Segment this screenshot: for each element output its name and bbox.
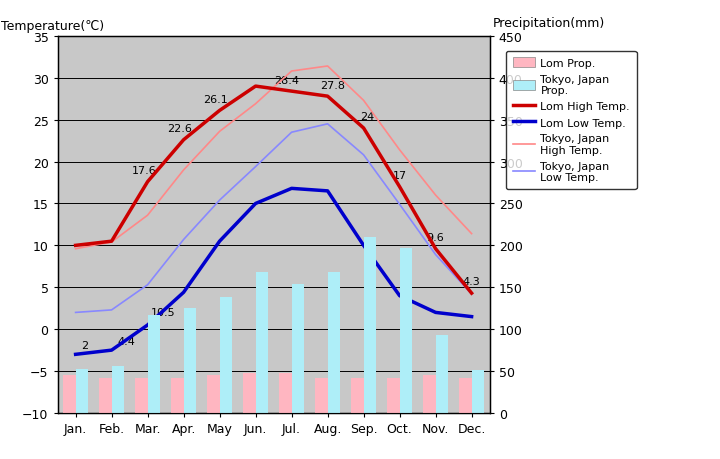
Bar bbox=[351, 378, 364, 413]
Bar bbox=[171, 378, 184, 413]
Bar bbox=[256, 273, 268, 413]
Bar bbox=[472, 370, 484, 413]
Bar bbox=[112, 366, 124, 413]
Bar bbox=[315, 378, 328, 413]
Text: 2: 2 bbox=[81, 341, 88, 350]
Text: 24: 24 bbox=[360, 112, 374, 122]
Bar bbox=[63, 375, 76, 413]
Bar bbox=[76, 369, 88, 413]
Text: Temperature(℃): Temperature(℃) bbox=[1, 20, 104, 33]
Text: 4.4: 4.4 bbox=[117, 336, 135, 346]
Text: 26.1: 26.1 bbox=[204, 95, 228, 105]
Bar bbox=[400, 248, 412, 413]
Bar bbox=[459, 378, 472, 413]
Text: 27.8: 27.8 bbox=[320, 81, 346, 91]
Text: 9.6: 9.6 bbox=[427, 233, 444, 242]
Bar bbox=[292, 284, 304, 413]
Text: 10.5: 10.5 bbox=[151, 307, 176, 317]
Bar bbox=[207, 375, 220, 413]
Bar bbox=[328, 273, 340, 413]
Bar bbox=[99, 378, 112, 413]
Bar bbox=[184, 308, 196, 413]
Bar bbox=[220, 298, 232, 413]
Text: 17.6: 17.6 bbox=[132, 166, 156, 175]
Bar bbox=[279, 373, 292, 413]
Bar bbox=[148, 315, 160, 413]
Bar bbox=[436, 336, 448, 413]
Bar bbox=[364, 237, 376, 413]
Bar bbox=[423, 375, 436, 413]
Text: 17: 17 bbox=[392, 171, 407, 180]
Text: 28.4: 28.4 bbox=[274, 76, 299, 86]
Text: Precipitation(mm): Precipitation(mm) bbox=[493, 17, 606, 30]
Text: 4.3: 4.3 bbox=[463, 277, 480, 287]
Text: 22.6: 22.6 bbox=[168, 124, 192, 134]
Legend: Lom Prop., Tokyo, Japan
Prop., Lom High Temp., Lom Low Temp., Tokyo, Japan
High : Lom Prop., Tokyo, Japan Prop., Lom High … bbox=[506, 51, 636, 190]
Bar bbox=[135, 378, 148, 413]
Bar bbox=[387, 378, 400, 413]
Bar bbox=[243, 373, 256, 413]
